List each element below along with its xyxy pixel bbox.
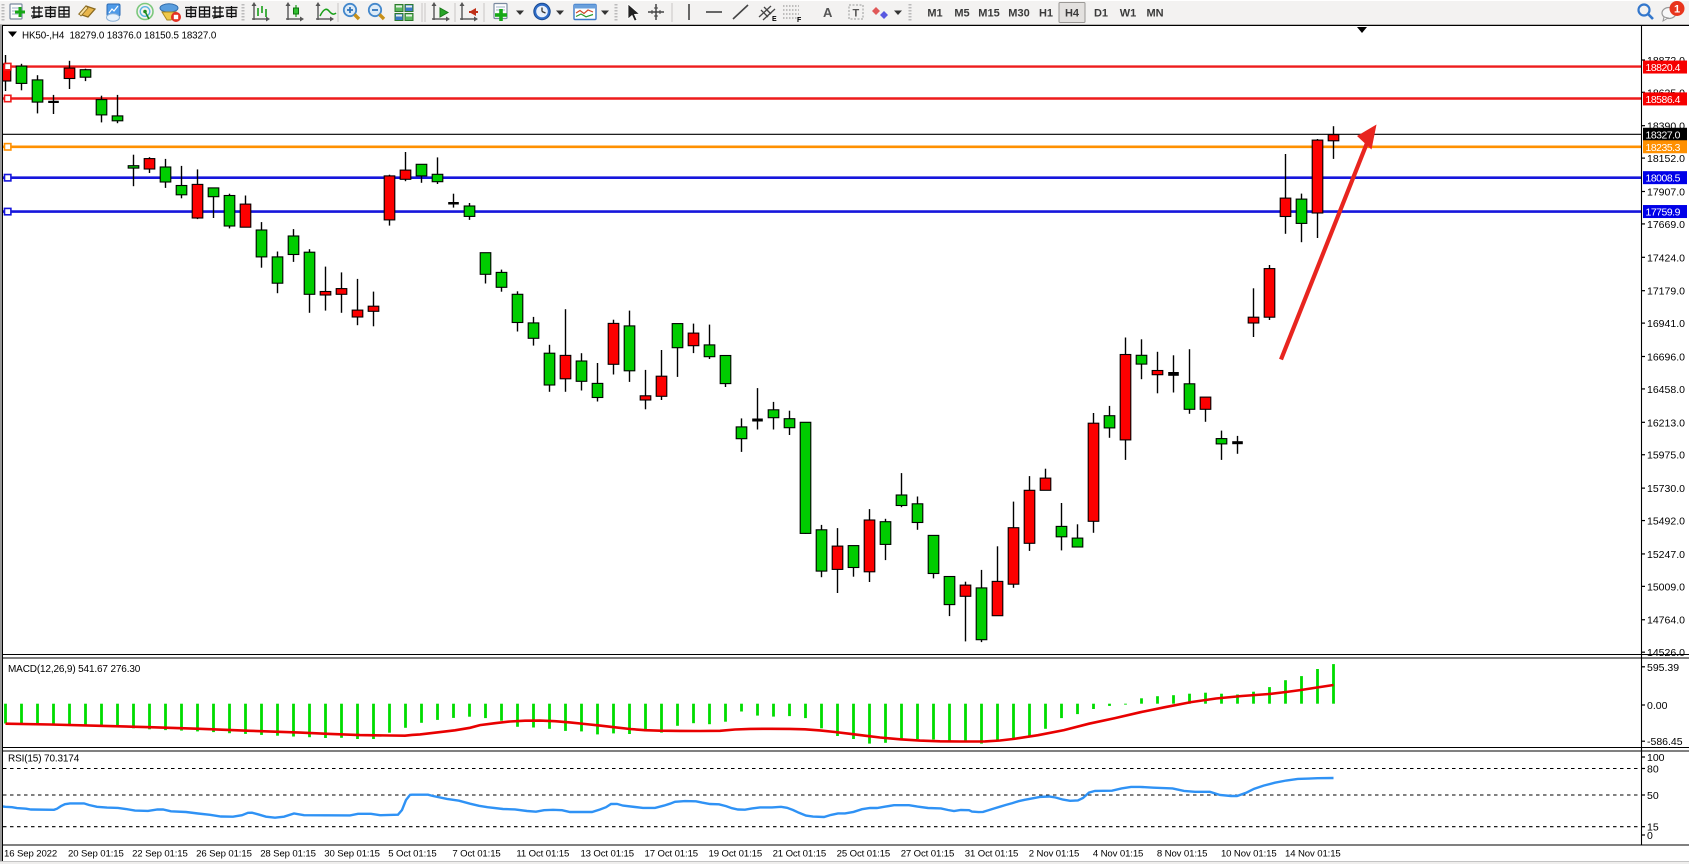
svg-text:18586.4: 18586.4 (1646, 95, 1681, 106)
svg-text:RSI(15) 70.3174: RSI(15) 70.3174 (8, 754, 80, 765)
svg-text:4 Nov 01:15: 4 Nov 01:15 (1093, 849, 1143, 860)
svg-text:18008.5: 18008.5 (1646, 174, 1681, 185)
svg-text:14 Nov 01:15: 14 Nov 01:15 (1285, 849, 1341, 860)
svg-text:HK50-,H4 18279.0 18376.0 1815: HK50-,H4 18279.0 18376.0 18150.5 18327.0 (22, 31, 217, 42)
svg-text:18327.0: 18327.0 (1646, 130, 1681, 141)
svg-text:W1: W1 (1120, 8, 1137, 20)
svg-text:0: 0 (1647, 830, 1653, 842)
svg-text:F: F (797, 17, 802, 24)
svg-text:14526.0: 14526.0 (1647, 647, 1685, 659)
svg-text:20 Sep 01:15: 20 Sep 01:15 (68, 849, 124, 860)
svg-text:1: 1 (1674, 4, 1680, 16)
svg-text:19 Oct 01:15: 19 Oct 01:15 (709, 849, 763, 860)
svg-text:H4: H4 (1065, 8, 1080, 20)
svg-text:8 Nov 01:15: 8 Nov 01:15 (1157, 849, 1207, 860)
svg-text:15492.0: 15492.0 (1647, 516, 1685, 528)
svg-text:E: E (772, 16, 777, 23)
svg-text:10 Nov 01:15: 10 Nov 01:15 (1221, 849, 1277, 860)
svg-text:18152.0: 18152.0 (1647, 153, 1685, 165)
svg-text:25 Oct 01:15: 25 Oct 01:15 (837, 849, 891, 860)
svg-text:22 Sep 01:15: 22 Sep 01:15 (132, 849, 188, 860)
svg-text:A: A (823, 5, 833, 20)
svg-text:11 Oct 01:15: 11 Oct 01:15 (516, 849, 569, 860)
svg-text:M1: M1 (927, 8, 942, 20)
svg-text:26 Sep 01:15: 26 Sep 01:15 (196, 849, 252, 860)
svg-text:16 Sep 2022: 16 Sep 2022 (4, 849, 57, 860)
svg-text:31 Oct 01:15: 31 Oct 01:15 (965, 849, 1019, 860)
svg-text:17907.0: 17907.0 (1647, 186, 1685, 198)
svg-text:50: 50 (1647, 790, 1659, 802)
svg-text:5 Oct 01:15: 5 Oct 01:15 (388, 849, 436, 860)
svg-text:D1: D1 (1094, 8, 1108, 20)
svg-text:17424.0: 17424.0 (1647, 252, 1685, 264)
svg-text:MACD(12,26,9) 541.67 276.30: MACD(12,26,9) 541.67 276.30 (8, 664, 141, 675)
svg-text:M30: M30 (1008, 8, 1029, 20)
svg-text:16696.0: 16696.0 (1647, 351, 1685, 363)
svg-text:21 Oct 01:15: 21 Oct 01:15 (773, 849, 827, 860)
svg-text:7 Oct 01:15: 7 Oct 01:15 (452, 849, 500, 860)
svg-text:T: T (853, 8, 860, 20)
svg-text:16213.0: 16213.0 (1647, 417, 1685, 429)
svg-text:16941.0: 16941.0 (1647, 318, 1685, 330)
svg-text:0.00: 0.00 (1647, 700, 1668, 712)
svg-text:28 Sep 01:15: 28 Sep 01:15 (260, 849, 316, 860)
svg-text:H1: H1 (1039, 8, 1053, 20)
svg-text:-586.45: -586.45 (1647, 736, 1683, 748)
svg-text:17669.0: 17669.0 (1647, 219, 1685, 231)
svg-text:16458.0: 16458.0 (1647, 384, 1685, 396)
svg-text:14764.0: 14764.0 (1647, 615, 1685, 627)
svg-text:595.39: 595.39 (1647, 662, 1679, 674)
svg-text:18235.3: 18235.3 (1646, 143, 1681, 154)
svg-text:18820.4: 18820.4 (1646, 63, 1681, 74)
svg-text:15730.0: 15730.0 (1647, 483, 1685, 495)
svg-text:17179.0: 17179.0 (1647, 286, 1685, 298)
svg-text:MN: MN (1146, 8, 1163, 20)
svg-text:M5: M5 (954, 8, 969, 20)
svg-text:2 Nov 01:15: 2 Nov 01:15 (1029, 849, 1079, 860)
svg-text:100: 100 (1647, 752, 1665, 764)
svg-text:80: 80 (1647, 764, 1659, 776)
svg-text:30 Sep 01:15: 30 Sep 01:15 (324, 849, 380, 860)
svg-text:17 Oct 01:15: 17 Oct 01:15 (645, 849, 699, 860)
svg-text:27 Oct 01:15: 27 Oct 01:15 (901, 849, 955, 860)
svg-text:15975.0: 15975.0 (1647, 450, 1685, 462)
svg-text:15247.0: 15247.0 (1647, 549, 1685, 561)
svg-text:15: 15 (1647, 822, 1659, 834)
svg-text:M15: M15 (978, 8, 999, 20)
svg-text:17759.9: 17759.9 (1646, 208, 1681, 219)
svg-text:13 Oct 01:15: 13 Oct 01:15 (580, 849, 634, 860)
svg-text:15009.0: 15009.0 (1647, 581, 1685, 593)
